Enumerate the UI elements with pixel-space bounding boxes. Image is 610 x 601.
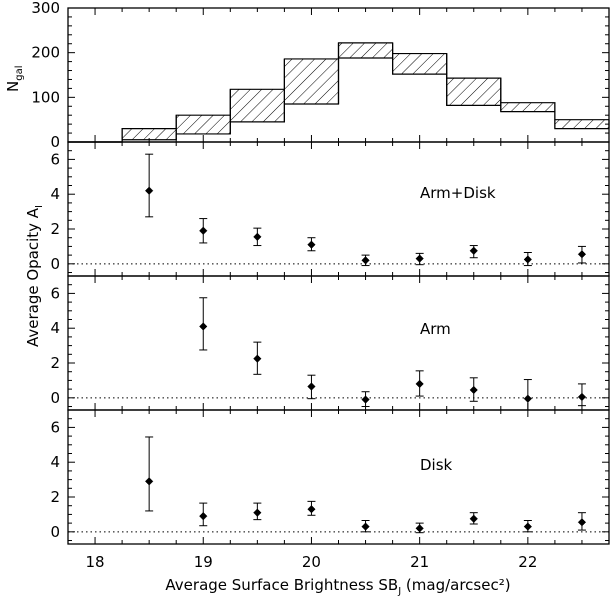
disk-y-ticks: 0 2 4 6 — [50, 409, 609, 542]
arm-panel-label: Arm — [420, 320, 451, 338]
arm-data-point — [253, 354, 262, 363]
arm-disk-data-point — [469, 246, 478, 255]
arm-disk-y-ticks: 0 2 4 6 — [50, 141, 609, 274]
disk-data-point — [361, 522, 370, 531]
x-axis-title: Average Surface Brightness SBJ (mag/arcs… — [165, 576, 510, 597]
disk-data-point — [199, 512, 208, 521]
histogram-hatched-bar — [230, 89, 285, 122]
arm-disk-points — [144, 153, 587, 267]
arm-disk-data-point — [253, 232, 262, 241]
arm-y-ticks: 0 2 4 6 — [50, 275, 609, 408]
histogram-hatched-bar — [500, 102, 555, 112]
x-tick-labels: 18 19 20 21 22 — [86, 553, 538, 571]
disk-y-tick-label: 0 — [50, 523, 60, 541]
disk-data-point — [307, 505, 316, 514]
arm-disk-data-point — [361, 256, 370, 265]
histogram-hatched-bar — [284, 58, 339, 105]
x-tick-label: 19 — [194, 553, 213, 571]
arm-disk-data-point — [415, 254, 424, 263]
arm-data-point — [199, 322, 208, 331]
disk-data-point — [469, 514, 478, 523]
x-tick-label: 21 — [410, 553, 429, 571]
shared-y-axis-title: Average Opacity AI — [24, 205, 45, 347]
arm-data-point — [469, 385, 478, 395]
x-tick-label: 20 — [302, 553, 321, 571]
histogram-y-axis-title: Ngal — [4, 66, 25, 93]
histogram-hatched-bar — [392, 53, 447, 75]
disk-points — [144, 436, 587, 534]
histogram-hatched-bar — [338, 42, 393, 59]
histogram-y-tick-label: 300 — [31, 0, 60, 17]
histogram-hatched-bar — [176, 115, 231, 134]
histogram-hatched-bar — [446, 78, 501, 106]
arm-disk-y-tick-label: 2 — [50, 220, 60, 238]
arm-points — [199, 297, 587, 411]
disk-data-point — [144, 477, 154, 486]
histogram-y-tick-label: 200 — [31, 44, 60, 62]
disk-y-tick-label: 4 — [50, 453, 60, 471]
arm-y-tick-label: 6 — [50, 284, 60, 302]
histogram-y-tick-label: 0 — [50, 133, 60, 151]
disk-y-tick-label: 2 — [50, 488, 60, 506]
x-tick-label: 18 — [86, 553, 105, 571]
arm-disk-x-ticks — [67, 142, 610, 276]
arm-disk-data-point — [577, 250, 587, 259]
disk-data-point — [253, 508, 262, 517]
arm-disk-panel-label: Arm+Disk — [420, 184, 496, 202]
disk-data-point — [415, 524, 424, 533]
x-tick-label: 22 — [518, 553, 537, 571]
arm-disk-data-point — [199, 226, 208, 235]
arm-y-tick-label: 0 — [50, 389, 60, 407]
histogram-hatched-bar — [554, 119, 609, 129]
arm-disk-y-tick-label: 6 — [50, 150, 60, 168]
disk-x-ticks — [67, 410, 610, 544]
arm-disk-panel: 0 2 4 6 Arm+Disk — [50, 141, 610, 277]
histogram-panel: 0 100 200 300 Ngal — [4, 0, 610, 151]
arm-disk-data-point — [307, 240, 316, 249]
arm-y-tick-label: 4 — [50, 319, 60, 337]
arm-data-point — [577, 392, 587, 402]
disk-data-point — [523, 522, 533, 531]
arm-data-point — [523, 394, 533, 403]
disk-y-tick-label: 6 — [50, 418, 60, 436]
arm-y-tick-label: 2 — [50, 354, 60, 372]
histogram-bars — [68, 42, 610, 143]
disk-panel: 0 2 4 6 Disk — [50, 409, 610, 545]
arm-data-point — [361, 395, 370, 404]
disk-data-point — [577, 518, 587, 527]
arm-panel: 0 2 4 6 Arm — [50, 275, 610, 411]
histogram-y-tick-label: 100 — [31, 88, 60, 106]
arm-disk-y-tick-label: 0 — [50, 255, 60, 273]
arm-disk-y-tick-label: 4 — [50, 185, 60, 203]
arm-disk-data-point — [523, 255, 533, 264]
arm-data-point — [415, 379, 424, 389]
histogram-x-ticks — [67, 8, 610, 142]
histogram-hatched-bar — [122, 128, 177, 140]
disk-panel-label: Disk — [420, 456, 453, 474]
arm-data-point — [307, 382, 316, 391]
arm-disk-data-point — [144, 186, 154, 195]
